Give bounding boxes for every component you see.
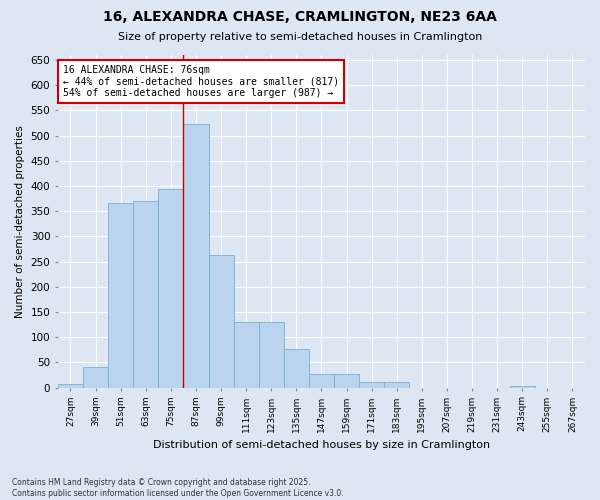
- Bar: [209, 255, 233, 388]
- Bar: [359, 382, 384, 388]
- Bar: [133, 201, 158, 388]
- Bar: [510, 386, 535, 388]
- Bar: [108, 202, 133, 388]
- Bar: [158, 188, 184, 388]
- Text: 16 ALEXANDRA CHASE: 76sqm
← 44% of semi-detached houses are smaller (817)
54% of: 16 ALEXANDRA CHASE: 76sqm ← 44% of semi-…: [63, 65, 340, 98]
- Bar: [83, 368, 108, 388]
- Bar: [284, 349, 309, 388]
- Bar: [334, 374, 359, 388]
- Text: Contains HM Land Registry data © Crown copyright and database right 2025.
Contai: Contains HM Land Registry data © Crown c…: [12, 478, 344, 498]
- Text: 16, ALEXANDRA CHASE, CRAMLINGTON, NE23 6AA: 16, ALEXANDRA CHASE, CRAMLINGTON, NE23 6…: [103, 10, 497, 24]
- Bar: [259, 322, 284, 388]
- Bar: [184, 124, 209, 388]
- Text: Size of property relative to semi-detached houses in Cramlington: Size of property relative to semi-detach…: [118, 32, 482, 42]
- Bar: [58, 384, 83, 388]
- X-axis label: Distribution of semi-detached houses by size in Cramlington: Distribution of semi-detached houses by …: [153, 440, 490, 450]
- Bar: [309, 374, 334, 388]
- Y-axis label: Number of semi-detached properties: Number of semi-detached properties: [15, 125, 25, 318]
- Bar: [384, 382, 409, 388]
- Bar: [233, 322, 259, 388]
